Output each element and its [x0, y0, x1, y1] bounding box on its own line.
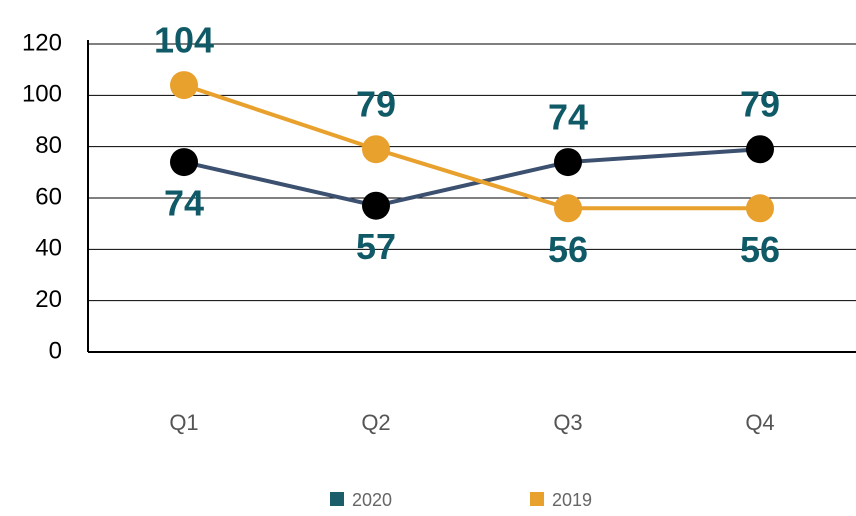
series-line — [183, 147, 761, 208]
x-tick-label: Q1 — [169, 410, 198, 435]
y-tick-label: 100 — [22, 81, 62, 108]
legend-label: 2020 — [352, 490, 392, 510]
data-label: 57 — [356, 226, 396, 267]
y-tick-label: 120 — [22, 29, 62, 56]
marker — [554, 194, 582, 223]
marker — [362, 191, 390, 220]
x-tick-label: Q3 — [553, 410, 582, 435]
marker — [362, 135, 390, 164]
y-tick-label: 40 — [35, 235, 62, 262]
data-label: 79 — [356, 84, 396, 125]
series-line — [183, 83, 760, 211]
data-label: 74 — [164, 183, 204, 224]
legend-label: 2019 — [552, 490, 592, 510]
y-tick-label: 20 — [35, 286, 62, 313]
marker — [746, 135, 774, 164]
marker — [170, 148, 198, 177]
data-label: 104 — [154, 20, 214, 61]
y-tick-label: 60 — [35, 183, 62, 210]
marker — [554, 148, 582, 177]
data-label: 56 — [548, 229, 588, 270]
data-label: 79 — [740, 84, 780, 125]
data-label: 56 — [740, 229, 780, 270]
x-tick-label: Q2 — [361, 410, 390, 435]
marker — [170, 71, 198, 100]
y-tick-label: 0 — [49, 337, 62, 364]
data-label: 74 — [548, 97, 588, 138]
y-tick-label: 80 — [35, 132, 62, 159]
x-tick-label: Q4 — [745, 410, 774, 435]
marker — [746, 194, 774, 223]
legend-swatch — [530, 492, 544, 506]
legend-swatch — [330, 492, 344, 506]
